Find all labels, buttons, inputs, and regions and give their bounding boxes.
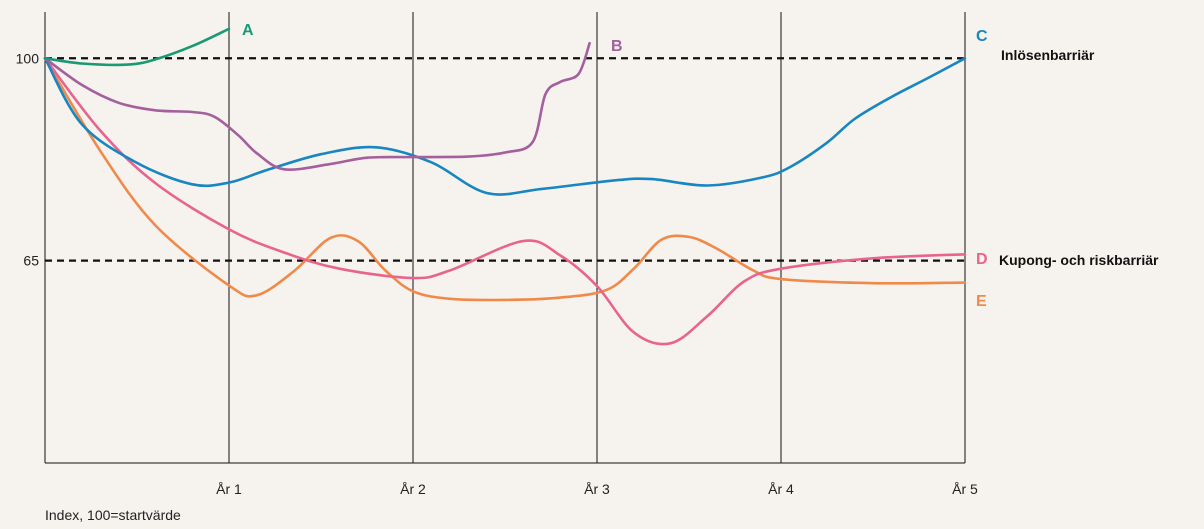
y-tick-label: 100 xyxy=(16,50,40,66)
x-tick-label: År 5 xyxy=(952,481,978,497)
footnote: Index, 100=startvärde xyxy=(45,507,181,523)
y-tick-label: 65 xyxy=(23,253,39,269)
labels: År 1 År 2 År 3 År 4 År 5 65 100 Inlösenbarriär K… xyxy=(16,22,1159,497)
barrier-label: Kupong- och riskbarriär xyxy=(999,252,1159,268)
series-line-d xyxy=(43,57,967,346)
series-label-c: C xyxy=(976,28,988,45)
barrier-lines xyxy=(45,57,965,262)
series-label-d: D xyxy=(976,251,988,268)
series-lines xyxy=(43,27,967,346)
barrier-label: Inlösenbarriär xyxy=(1001,47,1095,63)
series-line-c xyxy=(43,57,967,196)
series-label-a: A xyxy=(242,22,254,39)
series-label-e: E xyxy=(976,293,987,310)
series-line-b xyxy=(43,41,591,171)
x-tick-label: År 4 xyxy=(768,481,794,497)
grid xyxy=(44,12,966,464)
series-line-a xyxy=(43,27,231,67)
x-tick-label: År 3 xyxy=(584,481,610,497)
series-label-b: B xyxy=(611,38,623,55)
x-tick-label: År 2 xyxy=(400,481,426,497)
x-tick-label: År 1 xyxy=(216,481,242,497)
series-line-e xyxy=(43,57,967,302)
